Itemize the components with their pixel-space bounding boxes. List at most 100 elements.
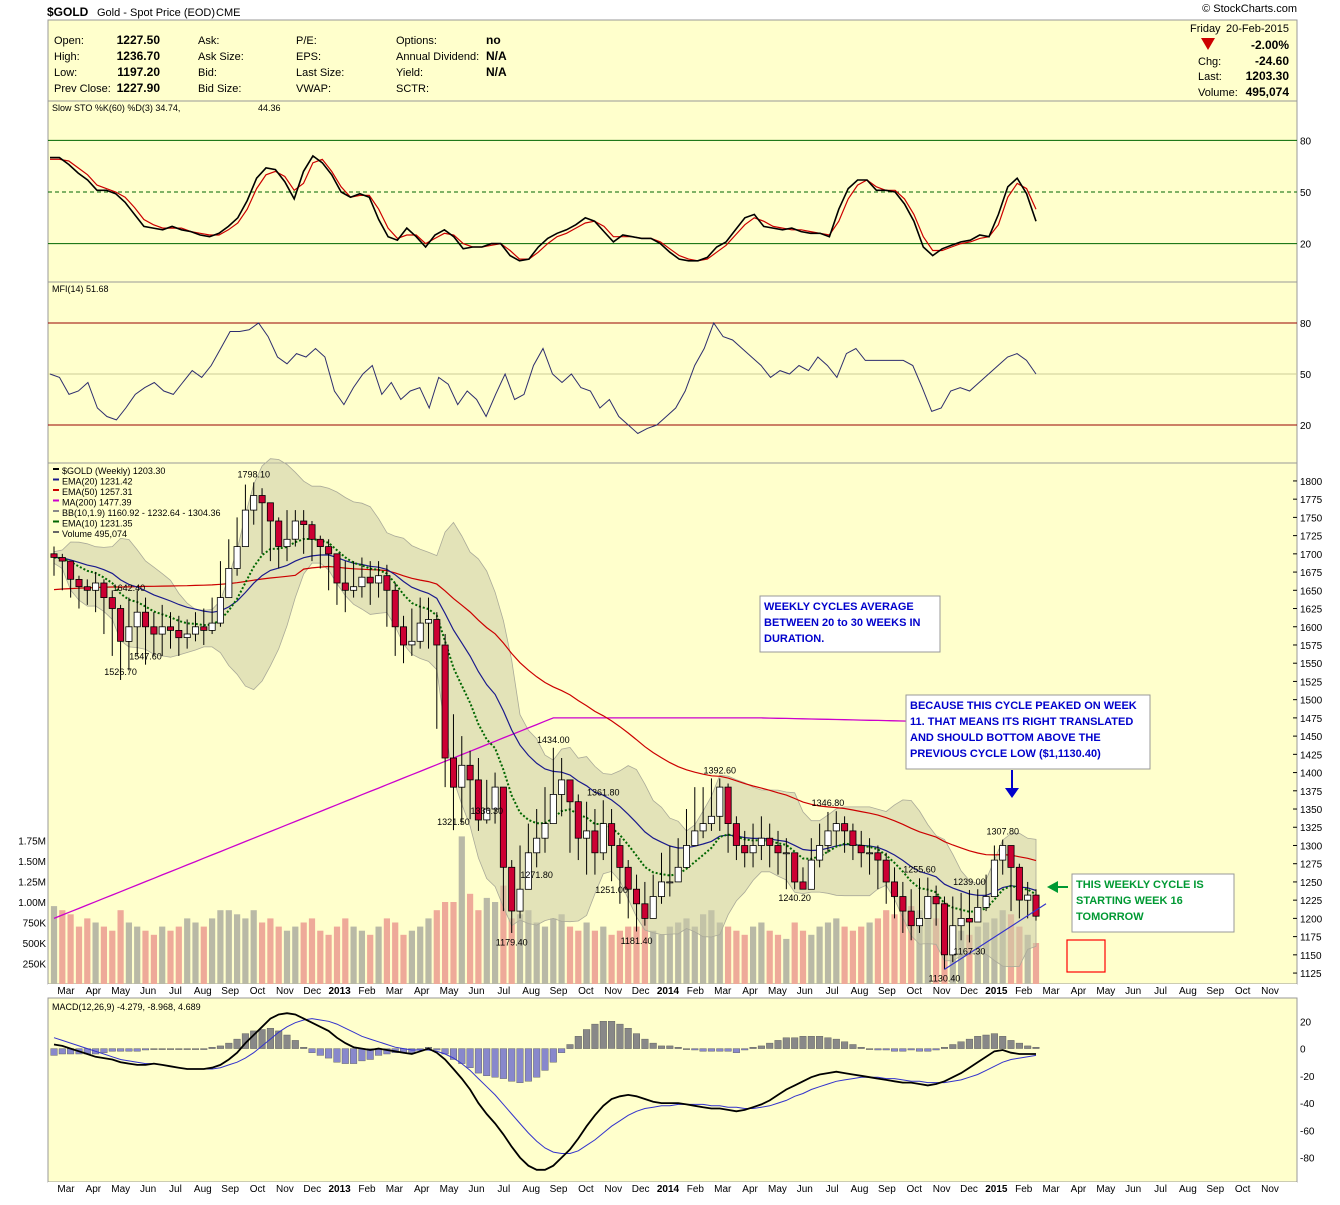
header-label: Low: — [54, 67, 77, 79]
candle-body — [158, 626, 166, 635]
volume-tick-label: 1.50M — [18, 857, 46, 868]
volume-bar — [375, 926, 382, 984]
annotation-text: PREVIOUS CYCLE LOW ($1,1130.40) — [910, 748, 1101, 760]
volume-bar — [358, 930, 365, 984]
volume-bar — [508, 918, 515, 984]
volume-bar — [883, 910, 890, 984]
volume-bar — [200, 926, 207, 984]
candle-body — [141, 611, 149, 628]
y-tick-label: 1425 — [1300, 750, 1323, 761]
candle-body — [175, 630, 183, 639]
x-tick-label: Dec — [960, 1184, 978, 1195]
legend-swatch — [53, 531, 59, 533]
volume-bar — [134, 926, 141, 984]
x-tick-label: Sep — [550, 1184, 568, 1195]
header-value: 1197.20 — [117, 65, 160, 79]
histogram-bar — [616, 1023, 624, 1049]
histogram-bar — [591, 1023, 599, 1049]
volume-bar — [799, 930, 807, 984]
candle-body — [707, 815, 715, 824]
candle-body — [674, 866, 682, 883]
volume-bar — [150, 934, 157, 984]
histogram-bar — [508, 1048, 516, 1082]
x-tick-label: Feb — [687, 986, 705, 997]
candle-body — [724, 786, 732, 824]
x-tick-label: Mar — [1042, 986, 1060, 997]
mfi-panel: 80 50 20 MFI(14) 51.68 — [48, 284, 1312, 435]
y-tick-label: 1625 — [1300, 605, 1323, 616]
volume-bar — [217, 910, 224, 984]
header-label: Prev Close: — [54, 83, 111, 95]
price-annotation: 1255.60 — [903, 865, 936, 875]
candle-body — [383, 575, 391, 591]
x-tick-label: Oct — [578, 986, 594, 997]
candle-body — [416, 622, 424, 642]
volume-bar — [142, 930, 149, 984]
x-tick-label: Apr — [742, 1184, 758, 1195]
header-label: High: — [54, 51, 80, 63]
volume-bar — [50, 906, 58, 984]
candle-body — [358, 576, 366, 588]
volume-bar — [908, 906, 915, 984]
candle-body — [241, 509, 249, 548]
x-tick-label: Jun — [140, 986, 156, 997]
histogram-bar — [990, 1033, 998, 1049]
ma200-line — [53, 717, 1037, 920]
macd-panel-bg — [47, 997, 1298, 1183]
histogram-bar — [974, 1036, 982, 1049]
annotation-text: THIS WEEKLY CYCLE IS — [1076, 879, 1204, 891]
y-tick-label: -60 — [1300, 1126, 1315, 1137]
candle-body — [832, 823, 840, 832]
x-tick-label: Nov — [933, 986, 951, 997]
annotation-text: WEEKLY CYCLES AVERAGE — [764, 601, 914, 613]
histogram-bar — [999, 1036, 1007, 1049]
volume-bar — [608, 934, 615, 984]
header-label: Yield: — [396, 67, 423, 79]
volume-bar — [1024, 934, 1031, 984]
candle-body — [441, 644, 449, 759]
histogram-bar — [341, 1048, 349, 1064]
x-tick-label: Apr — [414, 1184, 430, 1195]
x-tick-label: Feb — [1015, 986, 1033, 997]
y-tick-label: 1325 — [1300, 823, 1323, 834]
candle-body — [458, 764, 466, 788]
histogram-bar — [358, 1048, 366, 1062]
histogram-bar — [824, 1037, 832, 1049]
histogram-bar — [266, 1027, 274, 1049]
candle-body — [741, 845, 749, 854]
volume-bar — [308, 918, 316, 984]
x-tick-label: Jul — [826, 986, 839, 997]
candle-body — [516, 888, 524, 912]
x-tick-label: Apr — [86, 1184, 102, 1195]
y-tick-label: 1150 — [1300, 951, 1322, 962]
histogram-bar — [466, 1048, 474, 1068]
header-value: no — [486, 33, 501, 47]
candle-body — [916, 918, 924, 927]
volume-bar — [774, 934, 782, 984]
volume-bar — [708, 910, 715, 984]
volume-tick-label: 250K — [23, 960, 47, 971]
histogram-bar — [774, 1040, 782, 1049]
candle-body — [449, 757, 457, 788]
volume-tick-label: 750K — [23, 919, 47, 930]
x-tick-label: Jun — [1125, 986, 1141, 997]
x-tick-label: May — [768, 1184, 787, 1195]
volume-bar — [725, 926, 732, 984]
candle-body — [974, 907, 982, 923]
volume-bar — [292, 926, 299, 984]
volume-bar — [259, 922, 266, 984]
volume-bar — [117, 910, 124, 984]
header-panel — [47, 19, 1298, 102]
candle-body — [300, 520, 308, 525]
x-tick-label: May — [440, 1184, 459, 1195]
y-tick-label: -80 — [1300, 1154, 1315, 1165]
volume-bar — [458, 836, 465, 984]
histogram-bar — [233, 1038, 241, 1049]
candle-body — [183, 633, 191, 638]
volume-bar — [442, 902, 449, 984]
y-tick-label: 1650 — [1300, 586, 1323, 597]
volume-bar — [333, 926, 341, 984]
candle-body — [508, 866, 516, 912]
price-annotation: 1642.40 — [113, 583, 146, 593]
histogram-bar — [633, 1033, 641, 1049]
